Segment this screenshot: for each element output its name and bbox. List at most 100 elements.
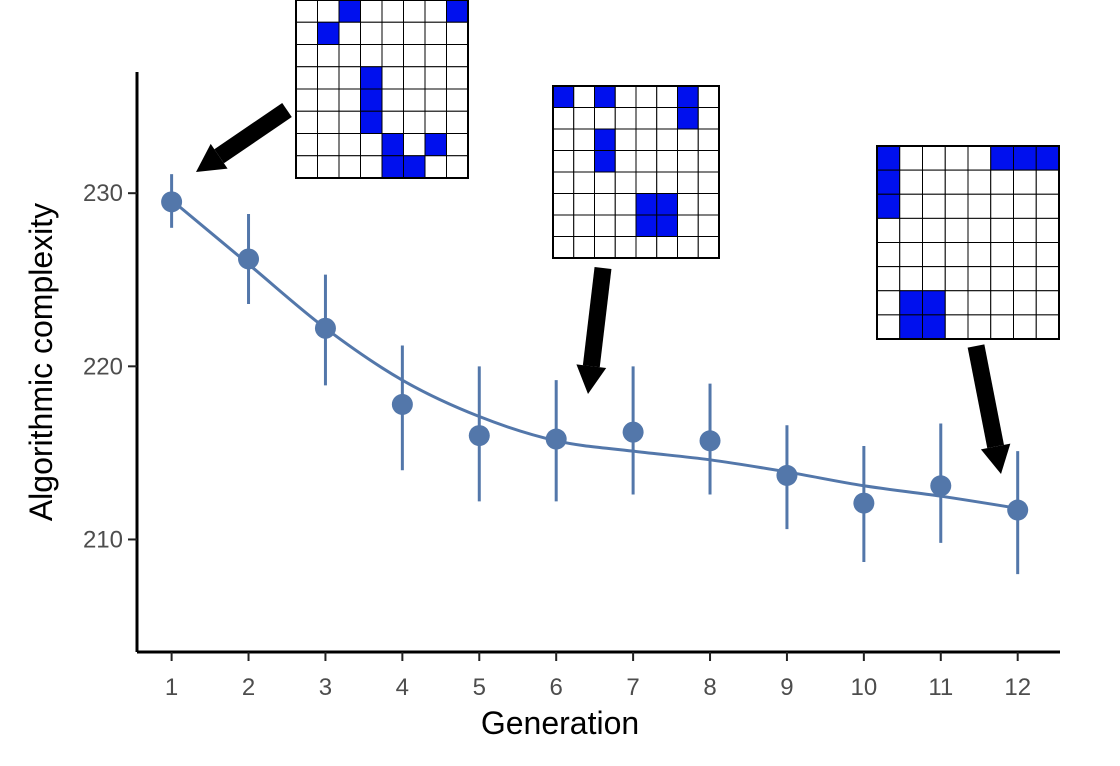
grid-cell-empty [990, 290, 1014, 316]
grid-cell-empty [967, 169, 992, 195]
grid-cell-filled [876, 169, 901, 195]
grid-cell-empty [360, 21, 383, 45]
grid-cell-empty [381, 88, 404, 112]
x-tick-label: 4 [396, 674, 409, 701]
grid-cell-empty [381, 21, 404, 45]
grid-cell-empty [635, 107, 658, 130]
grid-cell-empty [614, 128, 637, 151]
grid-cell-empty [317, 133, 340, 157]
grid-cell-empty [1013, 314, 1037, 340]
grid-inset-generation-6 [552, 85, 720, 259]
arrow-head [576, 364, 607, 394]
grid-cell-empty [360, 133, 383, 157]
grid-cell-empty [338, 21, 361, 45]
x-tick-label: 2 [242, 674, 255, 701]
grid-cell-empty [552, 171, 575, 194]
grid-cell-empty [899, 266, 923, 292]
grid-cell-empty [697, 236, 720, 259]
data-point [391, 393, 413, 415]
grid-cell-empty [697, 128, 720, 151]
grid-cell-empty [552, 150, 575, 173]
data-point [545, 428, 567, 450]
grid-cell-empty [295, 44, 318, 68]
grid-cell-empty [614, 85, 637, 108]
grid-cell-empty [446, 88, 469, 112]
grid-cell-empty [944, 217, 969, 243]
grid-cell-empty [317, 88, 340, 112]
grid-cell-empty [677, 214, 699, 237]
grid-cell-empty [403, 88, 426, 112]
grid-cell-empty [614, 171, 637, 194]
grid-cell-empty [446, 21, 469, 45]
y-axis-title: Algorithmic complexity [23, 203, 59, 521]
grid-cell-empty [295, 110, 318, 134]
grid-cell-empty [922, 266, 946, 292]
grid-cell-empty [1013, 266, 1037, 292]
grid-cell-empty [614, 214, 637, 237]
grid-cell-filled [338, 0, 361, 23]
grid-cell-empty [635, 85, 658, 108]
grid-cell-empty [967, 217, 992, 243]
arrow-head [196, 143, 228, 172]
grid-inset-generation-12 [876, 145, 1060, 340]
grid-cell-empty [944, 169, 969, 195]
grid-cell-empty [424, 88, 447, 112]
grid-cell-filled [899, 314, 923, 340]
grid-cell-empty [317, 110, 340, 134]
grid-cell-empty [573, 128, 595, 151]
grid-cell-empty [424, 66, 447, 90]
grid-cell-empty [424, 21, 447, 45]
grid-cell-filled [594, 128, 616, 151]
grid-cell-empty [967, 145, 992, 171]
grid-cell-empty [594, 193, 616, 216]
grid-cell-filled [656, 214, 678, 237]
grid-frame [552, 85, 720, 259]
grid-cell-filled [594, 150, 616, 173]
grid-cell-empty [381, 44, 404, 68]
grid-cell-empty [697, 107, 720, 130]
x-tick-label: 9 [780, 674, 793, 701]
grid-cell-filled [876, 193, 901, 219]
grid-cell-filled [594, 85, 616, 108]
grid-cell-empty [381, 110, 404, 134]
grid-cell-filled [360, 88, 383, 112]
grid-cell-empty [446, 66, 469, 90]
grid-cell-empty [876, 217, 901, 243]
data-points [161, 191, 1029, 521]
grid-cell-empty [876, 290, 901, 316]
grid-cell-empty [1013, 169, 1037, 195]
arrow-shaft [582, 266, 612, 368]
grid-cell-empty [552, 107, 575, 130]
grid-cell-empty [295, 0, 318, 23]
grid-cell-empty [573, 85, 595, 108]
grid-cell-empty [990, 314, 1014, 340]
grid-cell-empty [944, 193, 969, 219]
grid-cell-empty [338, 133, 361, 157]
grid-cell-empty [677, 193, 699, 216]
grid-cell-empty [424, 110, 447, 134]
grid-cell-filled [403, 155, 426, 179]
grid-cell-filled [677, 107, 699, 130]
grid-cell-empty [317, 66, 340, 90]
grid-cell-empty [403, 0, 426, 23]
grid-inset-generation-1 [295, 0, 469, 179]
data-point [314, 317, 336, 339]
grid-cell-empty [1013, 242, 1037, 268]
grid-cell-empty [338, 110, 361, 134]
grid-cell-empty [876, 242, 901, 268]
grid-cell-empty [899, 169, 923, 195]
x-tick-label: 6 [550, 674, 563, 701]
grid-cell-empty [338, 155, 361, 179]
grid-cell-empty [594, 214, 616, 237]
arrow-to-generation-12 [967, 344, 1011, 474]
grid-cell-empty [967, 242, 992, 268]
grid-cell-empty [360, 155, 383, 179]
grid-cell-empty [656, 107, 678, 130]
grid-cell-filled [922, 314, 946, 340]
grid-cell-filled [635, 193, 658, 216]
data-point [930, 475, 952, 497]
grid-cell-empty [899, 242, 923, 268]
grid-cell-empty [635, 150, 658, 173]
grid-cell-empty [381, 66, 404, 90]
